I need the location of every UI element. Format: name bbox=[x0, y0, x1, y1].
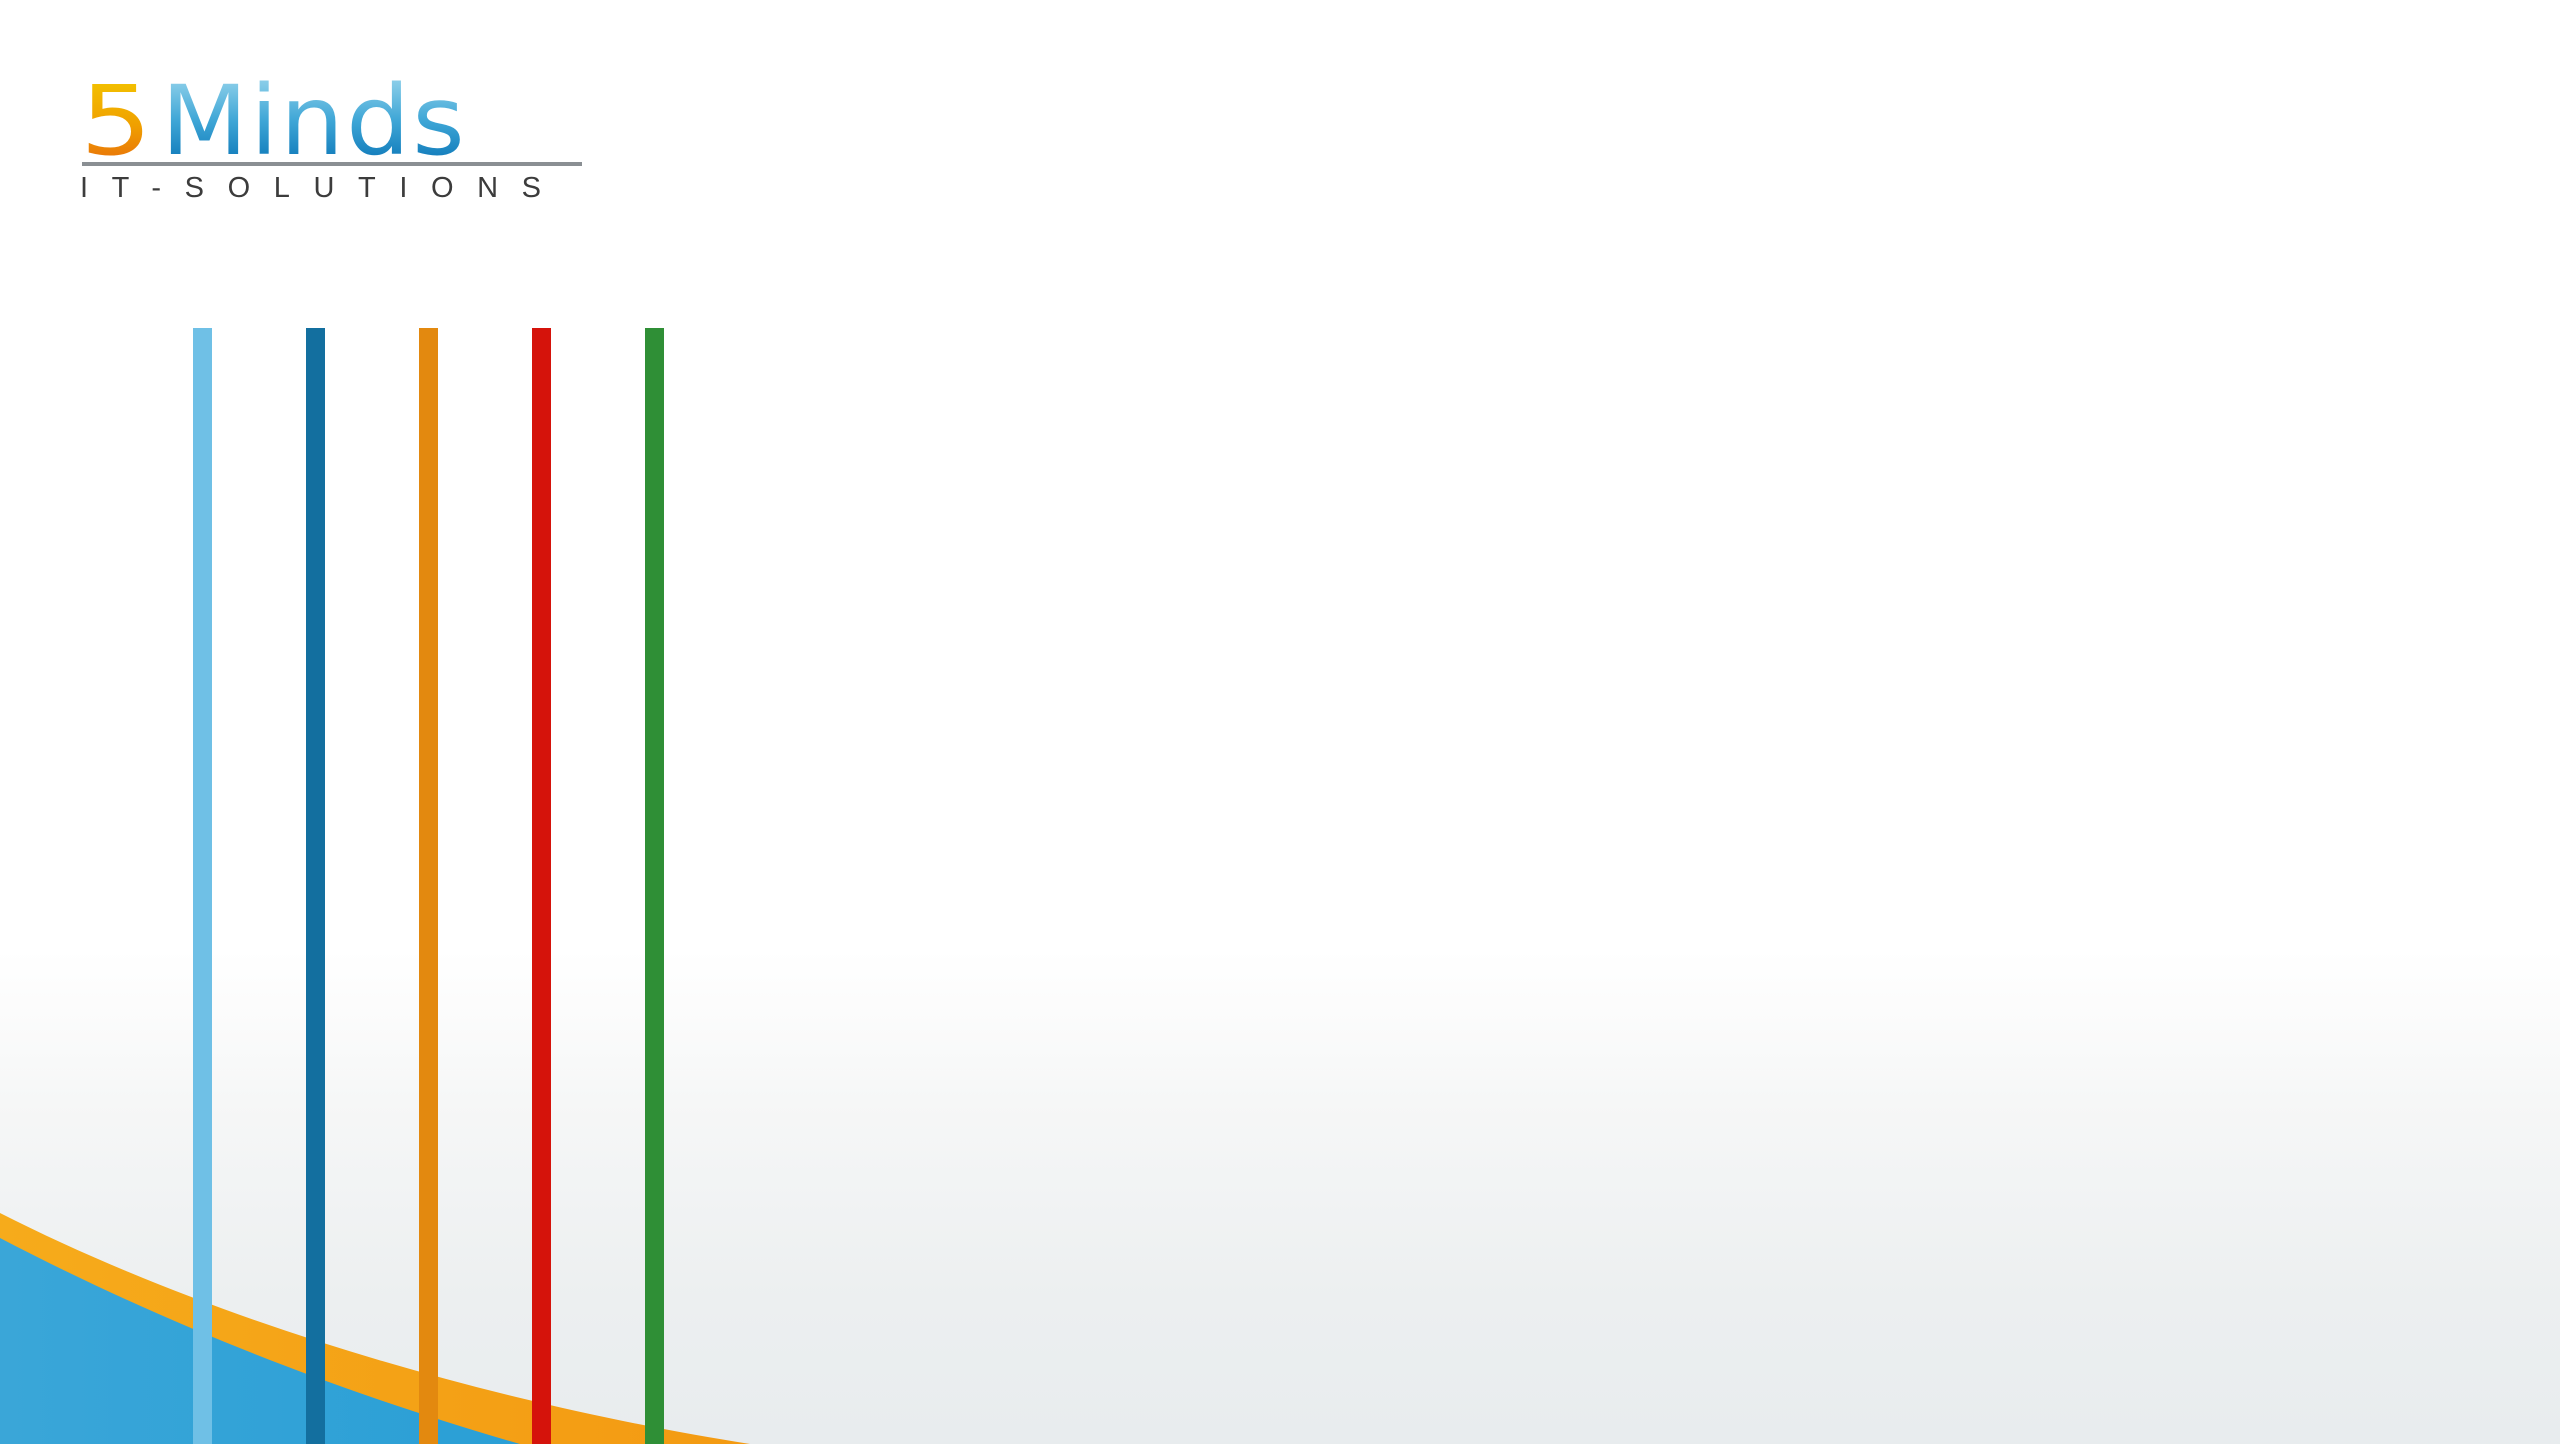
logo-five: 5 bbox=[80, 65, 152, 177]
vertical-bar-orange bbox=[419, 328, 438, 1444]
logo-divider bbox=[82, 162, 582, 166]
vertical-bar-dark-blue bbox=[306, 328, 325, 1444]
company-logo: 5 Minds IT-SOLUTIONS bbox=[80, 65, 584, 208]
vertical-bar-green bbox=[645, 328, 664, 1444]
logo-wordmark: 5 Minds bbox=[80, 65, 465, 177]
logo-tagline: IT-SOLUTIONS bbox=[80, 172, 565, 204]
vertical-bar-light-blue bbox=[193, 328, 212, 1444]
wave-blue-fill bbox=[0, 1238, 520, 1444]
logo-minds: Minds bbox=[161, 65, 467, 177]
vertical-bar-red bbox=[532, 328, 551, 1444]
